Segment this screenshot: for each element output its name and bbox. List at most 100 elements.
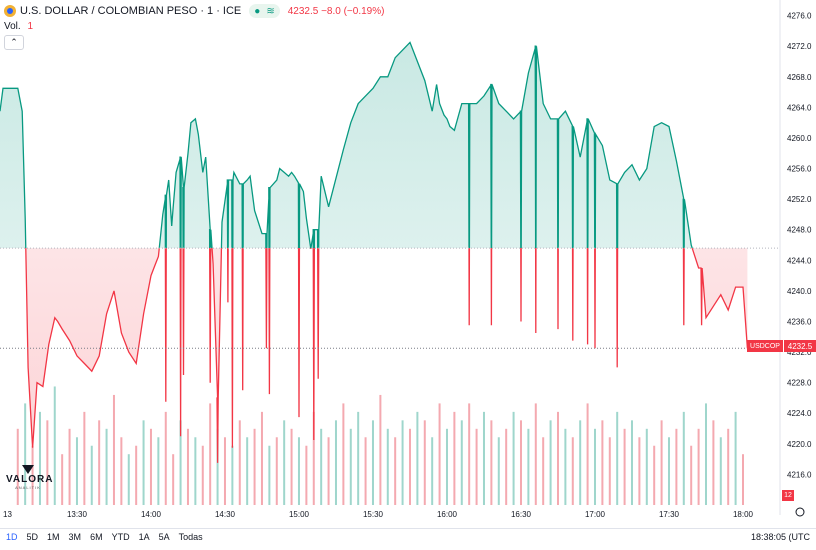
volume-bar [379,394,382,505]
y-tick-label: 4260.0 [787,134,812,143]
volume-bar [357,411,360,505]
area-fill-above [0,42,748,249]
price-change: 4232.5 −8.0 (−0.19%) [287,5,385,17]
price-line-above [0,41,693,249]
volume-bar [608,437,611,505]
volume-bar [616,411,619,505]
volume-bar [105,428,108,505]
volume-tag: 12 [782,490,794,501]
x-tick-label: 17:30 [659,510,680,519]
volume-bar [53,386,56,505]
x-tick-label: 13:30 [67,510,88,519]
volume-bar [209,403,212,505]
volume-bar [542,437,545,505]
market-status-pill[interactable]: ● ≋ [249,4,280,18]
price-line-below [25,248,749,463]
volume-bar [630,420,633,505]
volume-bar [201,445,204,505]
volume-bar [519,420,522,505]
volume-bar [320,428,323,505]
volume-bar [527,428,530,505]
volume-bar [68,428,71,505]
volume-bar [112,394,115,505]
volume-bar [423,420,426,505]
y-tick-label: 4264.0 [787,103,812,112]
volume-bar [534,403,537,505]
volume-legend: Vol. 1 [4,21,33,32]
settings-gear-icon[interactable] [795,507,805,517]
volume-bar [438,403,441,505]
volume-bar [682,411,685,505]
volume-bar [327,437,330,505]
x-tick-label: 14:00 [141,510,162,519]
y-tick-label: 4224.0 [787,409,812,418]
volume-bar [593,428,596,505]
volume-bar [246,437,249,505]
symbol-title: U.S. DOLLAR / COLOMBIAN PESO · 1 · ICE [20,5,242,17]
volume-bar [164,411,167,505]
y-tick-label: 4244.0 [787,256,812,265]
volume-bar [260,411,263,505]
range-selector: 1D 5D 1M 3M 6M YTD 1A 5A Todas [6,532,203,542]
volume-bar [172,454,175,505]
volume-bar [120,437,123,505]
volume-bar [690,445,693,505]
volume-bar [660,420,663,505]
volume-bar [453,411,456,505]
volume-bar [675,428,678,505]
logo-mark-icon [22,465,34,474]
volume-bar [623,428,626,505]
price-tag-symbol: USDCOP [747,340,783,352]
volume-bar [312,411,315,505]
y-tick-label: 4216.0 [787,470,812,479]
logo-brand: VALORA [6,474,54,485]
range-5a[interactable]: 5A [158,532,170,542]
volume-bar [505,428,508,505]
range-1d[interactable]: 1D [6,532,18,542]
y-tick-label: 4228.0 [787,379,812,388]
volume-bar [24,403,27,505]
volume-bar [719,437,722,505]
collapse-legend-button[interactable]: ⌃ [4,35,24,50]
volume-bar [305,445,308,505]
volume-bar [727,428,730,505]
y-tick-label: 4268.0 [787,73,812,82]
volume-bar [445,428,448,505]
volume-bar [142,420,145,505]
volume-bar [231,445,234,505]
y-tick-label: 4276.0 [787,12,812,21]
range-5d[interactable]: 5D [26,532,39,542]
volume-value: 1 [27,21,34,32]
logo-sub: ANALITIK [15,485,41,490]
volume-bar [297,437,300,505]
x-tick-label: 15:00 [289,510,310,519]
volume-bar [712,420,715,505]
volume-bar [290,428,293,505]
range-6m[interactable]: 6M [90,532,103,542]
volume-bar [468,403,471,505]
volume-bar [16,428,19,505]
price-tag-value: 4232.5 [784,340,816,352]
volume-bar [194,437,197,505]
range-1m[interactable]: 1M [47,532,60,542]
volume-bar [564,428,567,505]
volume-bar [408,428,411,505]
volume-bar [556,411,559,505]
y-tick-label: 4272.0 [787,42,812,51]
area-fill-below [25,248,748,463]
volume-bar [75,437,78,505]
volume-bar [238,420,241,505]
range-3m[interactable]: 3M [68,532,82,542]
volume-bar [364,437,367,505]
y-tick-label: 4236.0 [787,317,812,326]
clock: 18:38:05 (UTC [750,532,810,542]
volume-bar [90,445,93,505]
range-ytd[interactable]: YTD [111,532,130,542]
bottom-toolbar: 1D 5D 1M 3M 6M YTD 1A 5A Todas 18:38:05 (UTC [0,528,816,549]
x-tick-label: 17:00 [585,510,606,519]
volume-bar [460,420,463,505]
volume-label: Vol. [4,21,21,32]
range-todas[interactable]: Todas [178,532,203,542]
range-1a[interactable]: 1A [138,532,150,542]
